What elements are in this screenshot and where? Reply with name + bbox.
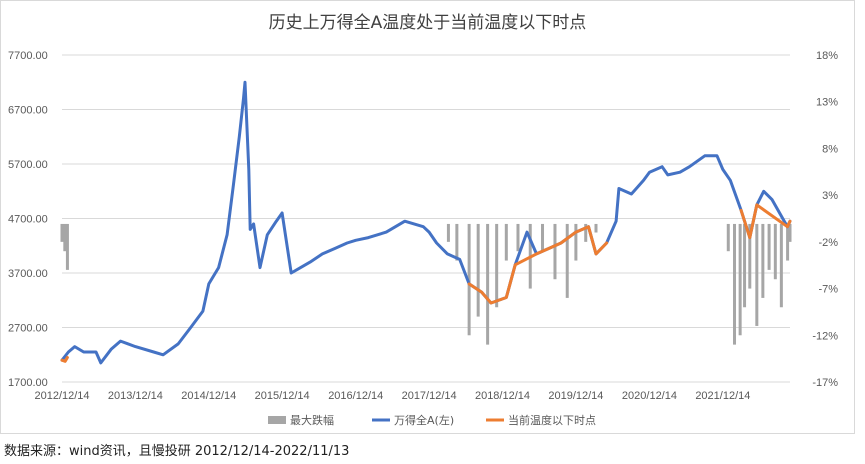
bar [748, 223, 752, 289]
bar [584, 223, 588, 242]
right-y-tick-label: -2% [818, 237, 838, 249]
bar [516, 223, 520, 252]
bar [495, 223, 499, 308]
bar [63, 223, 67, 252]
bar [486, 223, 490, 345]
x-tick-label: 2018/12/14 [475, 390, 530, 402]
bar [726, 223, 730, 252]
bar [446, 223, 450, 242]
bar [755, 223, 759, 326]
bar [541, 223, 545, 252]
bar [767, 223, 771, 270]
right-y-tick-label: -17% [812, 377, 838, 389]
x-tick-label: 2014/12/14 [181, 390, 236, 402]
left-y-tick-label: 7700.00 [8, 50, 48, 62]
bar [467, 223, 471, 336]
chart-frame [0, 0, 855, 434]
below-temperature-line [60, 356, 69, 363]
right-y-tick-label: 13% [816, 97, 838, 109]
below-temperature-line [739, 203, 792, 240]
right-y-tick-label: -12% [812, 330, 838, 342]
legend-label: 万得全A(左) [394, 413, 454, 427]
bar [574, 223, 578, 261]
bar [504, 223, 508, 261]
x-axis-ticks: 2012/12/14 2013/12/14 2014/12/14 2015/12/14… [34, 390, 750, 402]
legend-label: 最大跌幅 [290, 413, 334, 427]
bar-series-max-drawdown [60, 223, 792, 345]
bar [594, 223, 598, 233]
bar [553, 223, 557, 280]
index-line [60, 80, 792, 365]
left-y-tick-label: 5700.00 [8, 159, 48, 171]
source-note: 数据来源：wind资讯，且慢投研 2012/12/14-2022/11/13 [4, 444, 350, 459]
legend-swatch-bars [268, 416, 286, 424]
x-tick-label: 2015/12/14 [255, 390, 310, 402]
x-tick-label: 2016/12/14 [328, 390, 383, 402]
x-tick-label: 2021/12/14 [695, 390, 750, 402]
left-y-tick-label: 2700.00 [8, 323, 48, 335]
legend: 最大跌幅 万得全A(左) 当前温度以下时点 [268, 413, 596, 427]
bar [565, 223, 569, 298]
left-y-tick-label: 1700.00 [8, 377, 48, 389]
bar [773, 223, 777, 280]
left-y-tick-label: 3700.00 [8, 268, 48, 280]
left-y-tick-label: 4700.00 [8, 214, 48, 226]
legend-label: 当前温度以下时点 [508, 413, 596, 427]
bar [733, 223, 737, 345]
bar [455, 223, 459, 261]
bar [65, 223, 69, 270]
bar [743, 223, 747, 308]
left-y-tick-label: 6700.00 [8, 105, 48, 117]
bar [779, 223, 783, 308]
line-series [60, 80, 792, 365]
bar [738, 223, 742, 336]
x-tick-label: 2017/12/14 [402, 390, 457, 402]
chart-title: 历史上万得全A温度处于当前温度以下时点 [268, 13, 587, 33]
right-y-tick-label: -7% [818, 284, 838, 296]
x-tick-label: 2019/12/14 [548, 390, 603, 402]
right-y-tick-label: 18% [816, 50, 838, 62]
right-y-tick-label: 8% [822, 143, 838, 155]
bar [60, 223, 64, 242]
bar [788, 223, 792, 242]
x-tick-label: 2013/12/14 [108, 390, 163, 402]
left-y-axis-ticks: 1700.00 2700.00 3700.00 4700.00 5700.00 6700.… [8, 50, 48, 389]
x-tick-label: 2020/12/14 [622, 390, 677, 402]
below-temperature-line [467, 225, 609, 305]
right-y-axis-ticks: -17% -12% -7% -2% 3% 8% 13% 18% [812, 50, 838, 389]
right-y-tick-label: 3% [822, 190, 838, 202]
bar [761, 223, 765, 298]
x-tick-label: 2012/12/14 [34, 390, 89, 402]
grid-lines [62, 54, 790, 383]
bar [786, 223, 790, 261]
bar [476, 223, 480, 317]
